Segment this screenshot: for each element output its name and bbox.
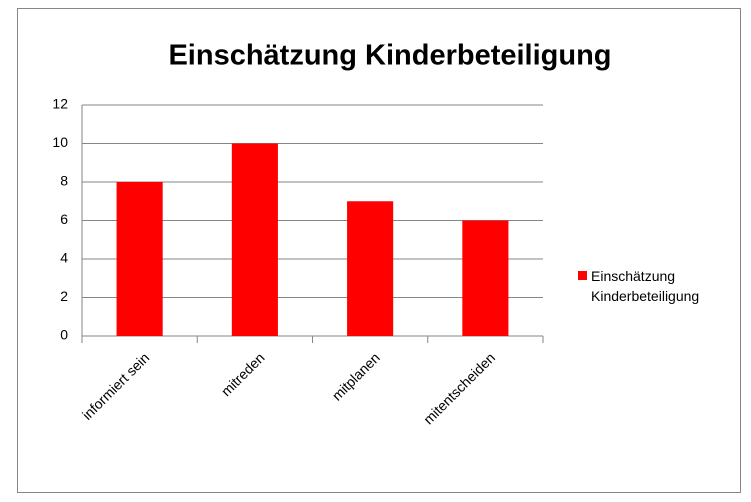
y-tick-label: 6 [60,211,68,227]
y-tick-label: 10 [52,134,68,150]
y-tick-label: 4 [60,250,68,266]
bar [462,220,509,336]
legend-swatch [578,271,587,280]
y-tick-label: 12 [52,96,68,112]
bar [116,182,163,336]
bar [231,143,278,336]
y-tick-label: 0 [60,327,68,343]
y-tick-label: 8 [60,173,68,189]
legend-label: Einschätzung Kinderbeteiligung [591,268,700,304]
chart-title: Einschätzung Kinderbeteiligung [168,40,611,72]
bar [347,201,394,336]
y-tick-label: 2 [60,288,68,304]
